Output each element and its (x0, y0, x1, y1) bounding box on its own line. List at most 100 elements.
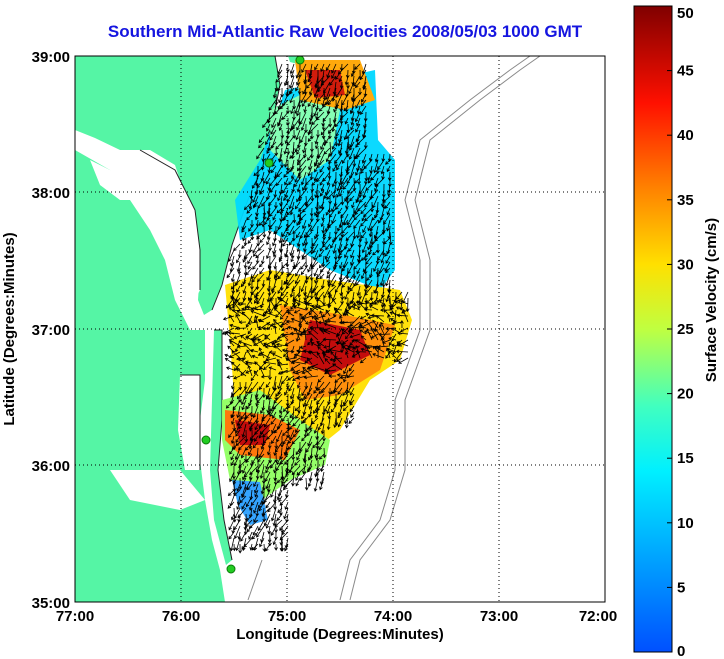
velocity-arrow (387, 314, 391, 323)
velocity-arrow (308, 417, 313, 431)
x-tick-label: 72:00 (579, 608, 617, 625)
velocity-arrow (320, 141, 325, 151)
velocity-arrow (378, 324, 385, 335)
velocity-arrow (306, 429, 313, 437)
velocity-arrow (316, 297, 325, 305)
velocity-arrow (289, 165, 295, 173)
velocity-arrow (306, 285, 313, 299)
velocity-arrow (238, 477, 243, 490)
velocity-arrow (290, 255, 295, 263)
velocity-arrow (284, 249, 289, 258)
velocity-arrow (258, 141, 265, 149)
velocity-arrow (395, 349, 409, 354)
velocity-arrow (274, 147, 279, 157)
velocity-arrow (326, 267, 331, 275)
velocity-arrow (362, 225, 367, 233)
velocity-arrow (257, 243, 265, 251)
velocity-arrow (272, 513, 277, 527)
velocity-arrow (266, 291, 271, 303)
velocity-arrow (343, 105, 349, 112)
velocity-arrow (318, 249, 325, 258)
velocity-arrow (342, 261, 349, 272)
velocity-arrow (304, 477, 309, 491)
velocity-arrow (382, 195, 391, 203)
velocity-arrow (331, 141, 337, 150)
velocity-arrow (259, 465, 265, 480)
y-tick-label: 38:00 (32, 185, 70, 202)
velocity-arrow (335, 87, 343, 98)
velocity-arrow (265, 519, 271, 529)
velocity-arrow (247, 261, 253, 270)
velocity-arrow (368, 153, 373, 162)
velocity-arrow (301, 387, 307, 397)
velocity-arrow (236, 405, 241, 419)
velocity-arrow (380, 321, 385, 329)
velocity-arrow (278, 231, 283, 244)
velocity-arrow (364, 195, 373, 208)
velocity-arrow (276, 429, 283, 443)
velocity-arrow (361, 93, 367, 103)
velocity-arrow (347, 330, 355, 335)
velocity-arrow (227, 489, 235, 497)
velocity-arrow (368, 225, 373, 238)
velocity-arrow (252, 441, 259, 449)
velocity-arrow (331, 63, 337, 74)
velocity-arrow (332, 261, 337, 270)
velocity-arrow (236, 483, 241, 492)
velocity-arrow (245, 381, 253, 395)
velocity-arrow (327, 129, 332, 140)
velocity-arrow (284, 447, 289, 457)
velocity-arrow (342, 339, 349, 345)
velocity-arrow (288, 237, 295, 246)
colorbar-scale (633, 5, 673, 653)
velocity-arrow (352, 302, 357, 311)
velocity-arrow (295, 81, 301, 92)
velocity-arrow (319, 261, 331, 273)
y-tick-label: 36:00 (32, 458, 70, 475)
velocity-arrow (234, 525, 241, 540)
velocity-arrow (235, 423, 241, 434)
velocity-arrow (260, 374, 271, 379)
velocity-arrow (254, 213, 259, 221)
velocity-arrow (260, 405, 265, 414)
velocity-arrow (240, 279, 247, 288)
velocity-arrow (308, 453, 313, 461)
velocity-arrow (310, 365, 325, 371)
velocity-arrow (274, 303, 283, 308)
velocity-arrow (268, 366, 277, 371)
velocity-arrow (264, 213, 271, 226)
velocity-arrow (277, 273, 283, 280)
velocity-arrow (271, 279, 277, 294)
velocity-arrow (302, 183, 307, 191)
velocity-arrow (244, 360, 259, 365)
velocity-arrow (338, 261, 343, 270)
velocity-arrow (289, 87, 295, 95)
velocity-arrow (300, 117, 307, 131)
velocity-arrow (257, 519, 265, 532)
velocity-arrow (313, 393, 319, 401)
velocity-arrow (230, 453, 235, 461)
velocity-arrow (257, 318, 265, 323)
map-title: Southern Mid-Atlantic Raw Velocities 200… (107, 22, 583, 41)
velocity-arrow (284, 453, 295, 465)
velocity-arrow (289, 93, 295, 104)
velocity-arrow (326, 267, 337, 279)
velocity-arrow (276, 453, 283, 466)
velocity-arrow (259, 537, 265, 548)
velocity-arrow (243, 261, 248, 269)
velocity-arrow (234, 507, 241, 519)
velocity-arrow (316, 201, 320, 215)
velocity-arrow (264, 334, 271, 341)
velocity-arrow (374, 231, 379, 239)
velocity-arrow (282, 213, 289, 221)
velocity-arrow (299, 225, 307, 240)
velocity-arrow (378, 213, 385, 224)
velocity-arrow (347, 381, 355, 394)
velocity-arrow (357, 255, 361, 263)
velocity-arrow (338, 267, 343, 281)
velocity-arrow (328, 374, 337, 379)
velocity-arrow (381, 339, 391, 344)
velocity-arrow (277, 117, 283, 127)
velocity-arrow (306, 231, 313, 238)
velocity-arrow (361, 213, 367, 222)
